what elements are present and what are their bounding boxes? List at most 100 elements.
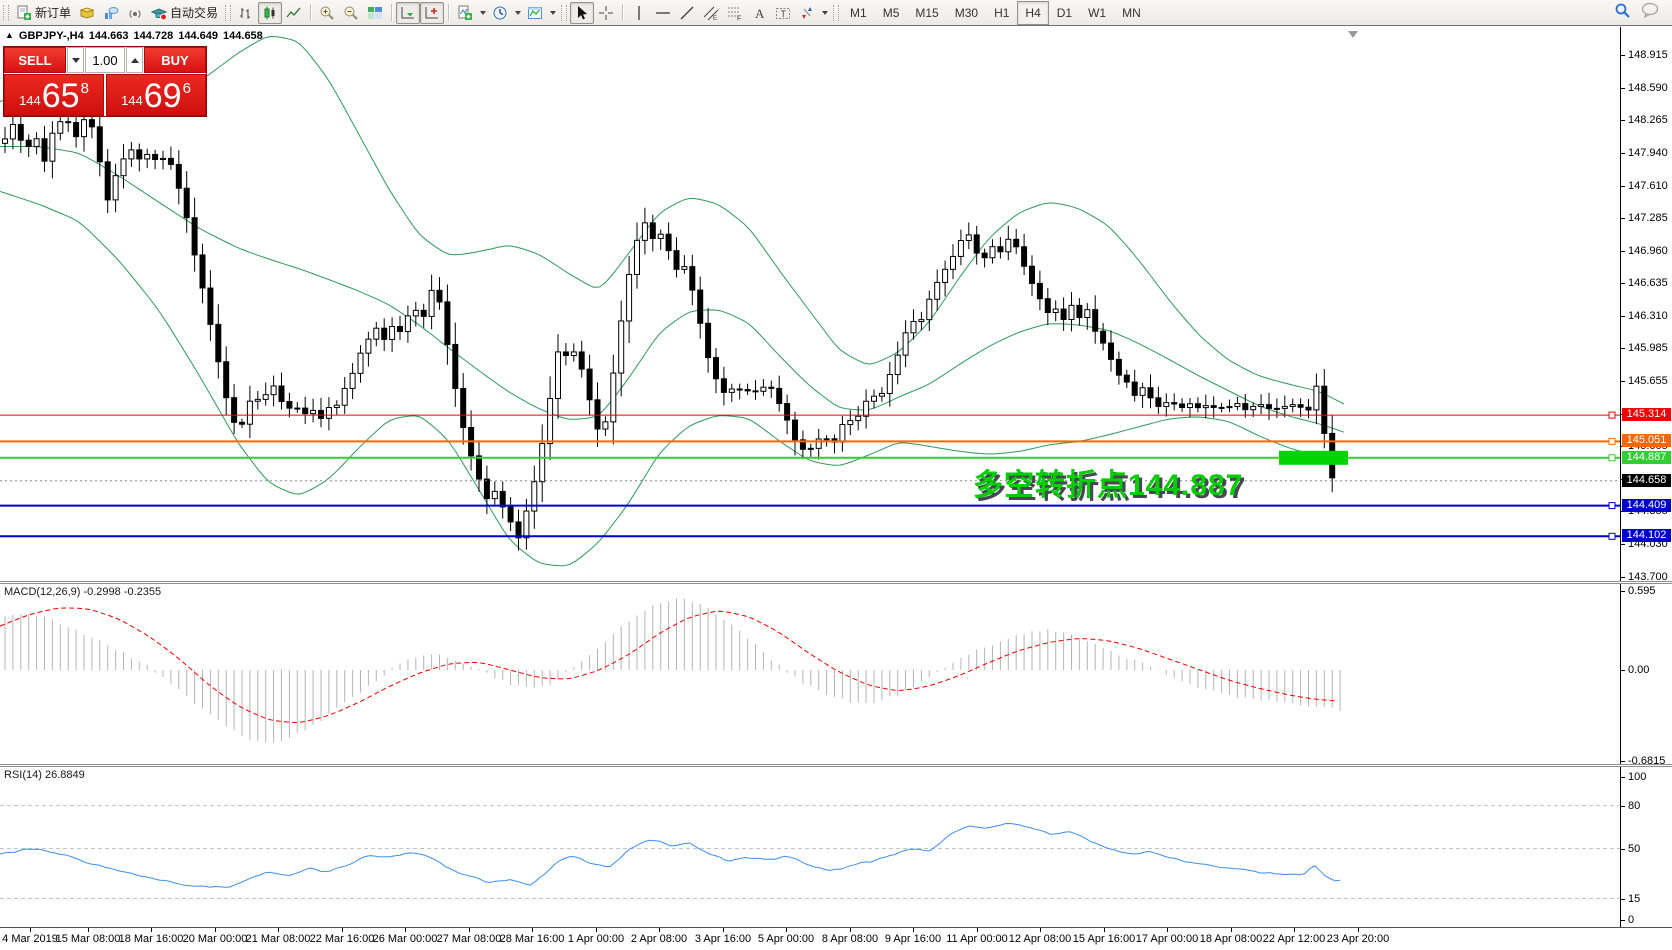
candle (1092, 295, 1099, 344)
candle (318, 397, 324, 428)
time-label: 27 Mar 08:00 (436, 933, 502, 945)
time-label: 8 Apr 08:00 (821, 933, 879, 945)
bar-chart-mode-button[interactable] (234, 2, 258, 24)
timeframe-button-M5[interactable]: M5 (882, 5, 900, 20)
templates-button[interactable] (523, 2, 547, 24)
indicators-dropdown-arrow[interactable] (477, 2, 488, 24)
price-label-badge: 145.314 (1622, 408, 1671, 422)
panel-divider[interactable] (0, 764, 1672, 767)
candlestick-mode-button[interactable] (258, 1, 283, 24)
timeframe-button-D1[interactable]: D1 (1056, 5, 1073, 20)
indicators-split-button[interactable] (453, 2, 488, 24)
price-axis-rsi[interactable]: 100 80 50 15 0 (1620, 767, 1672, 927)
price-axis-macd[interactable]: 0.595 0.00 -0.6815 (1620, 584, 1672, 767)
timeframe-button-M15[interactable]: M15 (915, 5, 939, 20)
new-order-button[interactable]: 新订单 (12, 2, 75, 24)
candle (586, 354, 593, 415)
time-axis[interactable]: 4 Mar 2019 15 Mar 08:00 18 Mar 16:00 20 Mar… (0, 927, 1672, 950)
periods-button[interactable] (488, 2, 512, 24)
trendline-button[interactable] (675, 2, 699, 24)
trendline-icon (679, 5, 695, 21)
chart-shift-marker[interactable] (1348, 31, 1358, 38)
candle (578, 340, 585, 378)
panel-divider[interactable] (0, 581, 1672, 584)
macd-panel[interactable]: MACD(12,26,9) -0.2998 -0.2355 0.595 0.00 -… (0, 584, 1672, 767)
toolbar-drag-handle[interactable] (225, 4, 232, 21)
templates-split-button[interactable] (523, 2, 558, 24)
sell-button[interactable]: SELL (4, 47, 66, 73)
timeframe-button-MN[interactable]: MN (1122, 5, 1141, 20)
candle (207, 270, 214, 341)
volume-increase-button[interactable] (126, 47, 143, 73)
periods-split-button[interactable] (488, 2, 523, 24)
candle (689, 254, 696, 306)
search-icon[interactable] (1614, 2, 1631, 24)
price-tick: 145.655 (1621, 375, 1668, 387)
line-end-marker (1608, 411, 1616, 419)
toolbar-drag-handle[interactable] (3, 4, 9, 21)
metaeditor-button[interactable] (75, 2, 99, 24)
templates-dropdown-arrow[interactable] (547, 2, 558, 24)
timeframe-button-W1[interactable]: W1 (1088, 5, 1107, 20)
horizontal-line-button[interactable] (651, 2, 675, 24)
rsi-plot[interactable] (0, 767, 1620, 927)
arrows-split-button[interactable] (795, 2, 830, 24)
text-button[interactable]: A (747, 2, 771, 24)
chart-shift-button[interactable] (420, 1, 445, 24)
volume-decrease-button[interactable] (67, 47, 84, 73)
candle (239, 418, 245, 428)
arrows-dropdown-arrow[interactable] (819, 2, 830, 24)
arrows-button[interactable] (795, 2, 819, 24)
fibonacci-button[interactable]: F (723, 2, 747, 24)
buy-button[interactable]: BUY (144, 47, 206, 73)
chat-icon[interactable] (1641, 2, 1660, 23)
price-axis-main[interactable]: 148.915 148.590 148.265 147.940 147.610 147.2… (1620, 27, 1672, 583)
candle (1115, 351, 1122, 385)
crosshair-icon (598, 5, 614, 21)
time-label: 9 Apr 16:00 (884, 933, 942, 945)
indicators-button[interactable] (453, 2, 477, 24)
horizontal-levels[interactable] (0, 411, 1620, 540)
autotrading-button[interactable]: 自动交易 (147, 2, 222, 24)
annotation-text[interactable]: 多空转折点144.887 (973, 469, 1244, 502)
rsi-panel[interactable]: RSI(14) 26.8849 100 80 50 15 0 (0, 767, 1672, 927)
candle (539, 424, 546, 502)
timeframe-button-M1[interactable]: M1 (850, 5, 867, 20)
toolbar-drag-handle[interactable] (561, 4, 568, 21)
candle (839, 415, 846, 452)
volume-input[interactable] (85, 47, 125, 73)
candle (705, 307, 712, 373)
highlight-rectangle[interactable] (1279, 450, 1348, 465)
timeframe-button-M30[interactable]: M30 (954, 5, 979, 20)
candle (1250, 402, 1257, 418)
zoom-out-button[interactable] (339, 2, 363, 24)
collapse-marker[interactable]: ▲ (5, 30, 14, 40)
mql5-community-button[interactable] (99, 2, 123, 24)
auto-scroll-button[interactable] (396, 1, 421, 24)
candle (1100, 323, 1107, 351)
candle (886, 361, 893, 407)
main-chart-plot[interactable] (0, 27, 1620, 581)
main-chart-panel[interactable]: ▲ GBPJPY-,H4 144.663 144.728 144.649 144… (0, 27, 1672, 583)
sell-price-display[interactable]: 144 65 8 (4, 74, 104, 116)
buy-price-display[interactable]: 144 69 6 (106, 74, 206, 116)
signals-button[interactable] (123, 2, 147, 24)
candle (65, 114, 72, 132)
crosshair-button[interactable] (594, 2, 618, 24)
periods-dropdown-arrow[interactable] (512, 2, 523, 24)
tile-windows-button[interactable] (363, 2, 387, 24)
candle (25, 134, 32, 158)
macd-plot[interactable] (0, 584, 1620, 764)
cursor-button[interactable] (570, 1, 595, 24)
channel-button[interactable]: E (699, 2, 723, 24)
toolbar-drag-handle[interactable] (833, 4, 840, 21)
vertical-line-button[interactable] (627, 2, 651, 24)
line-chart-mode-button[interactable] (282, 2, 306, 24)
text-label-button[interactable]: T (771, 2, 795, 24)
timeframe-button-H1[interactable]: H1 (994, 5, 1010, 20)
timeframe-button-H4[interactable]: H4 (1017, 0, 1049, 25)
rsi-tick: 80 (1621, 800, 1640, 812)
candle (444, 284, 451, 365)
candle (128, 141, 135, 168)
zoom-in-button[interactable] (315, 2, 339, 24)
